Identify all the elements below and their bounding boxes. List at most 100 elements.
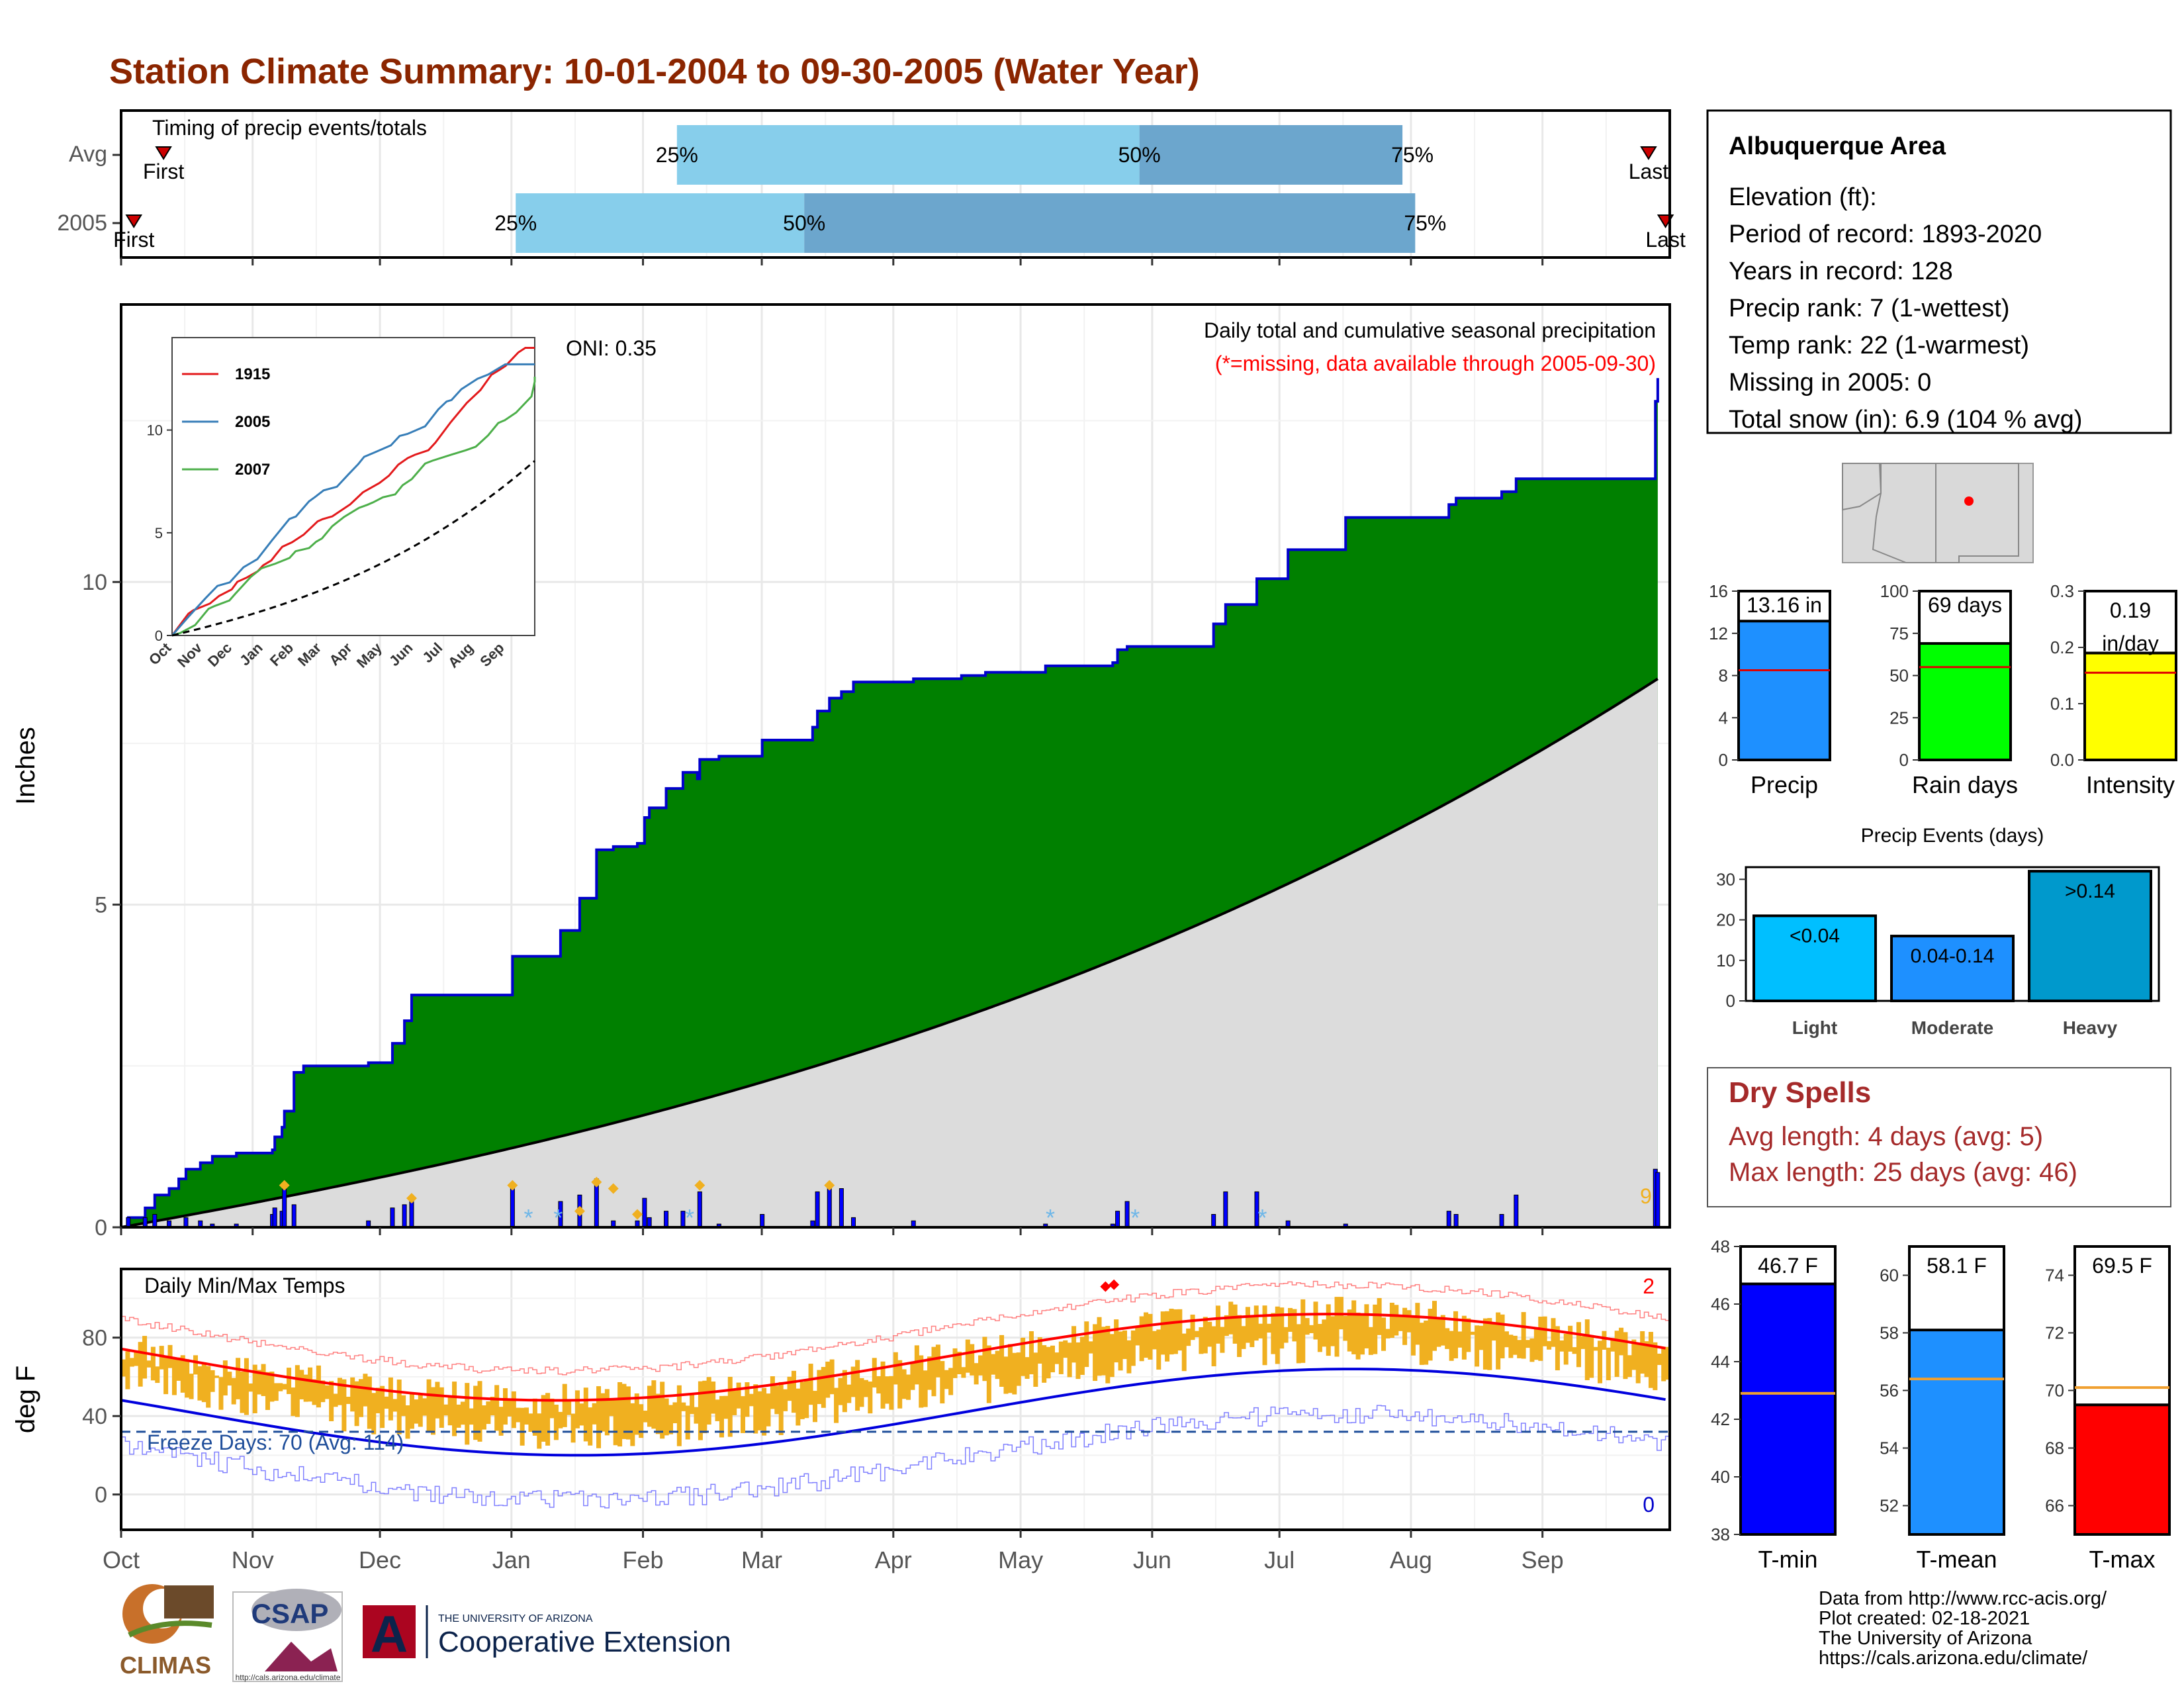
daily-temp-bar-296 <box>1377 1297 1382 1335</box>
month-label-7: May <box>998 1546 1043 1573</box>
info-line-4: Temp rank: 22 (1-warmest) <box>1729 332 2029 359</box>
daily-temp-bar-188 <box>919 1355 924 1408</box>
ua-logo: A THE UNIVERSITY OF ARIZONA Cooperative … <box>363 1605 731 1663</box>
daily-temp-bar-30 <box>248 1383 253 1392</box>
daily-temp-bar-289 <box>1347 1309 1352 1352</box>
daily-precip-bar-23 <box>642 1197 647 1228</box>
temp-panel: 0 40 80 deg F Daily Min/Max Temps Freeze D… <box>11 1268 1671 1573</box>
daily-temp-bar-28 <box>240 1371 245 1413</box>
daily-temp-bar-361 <box>1653 1342 1658 1391</box>
daily-temp-bar-309 <box>1432 1301 1437 1351</box>
daily-temp-bar-170 <box>842 1370 847 1413</box>
daily-precip-bar-48 <box>1514 1194 1519 1228</box>
daily-temp-bar-40 <box>291 1387 296 1417</box>
daily-temp-bar-171 <box>846 1384 852 1403</box>
daily-temp-bar-203 <box>982 1336 987 1382</box>
timing-y2005-q50-label: 50% <box>783 211 825 235</box>
inset-ytick-label-2: 10 <box>147 422 163 439</box>
daily-temp-bar-47 <box>320 1380 326 1403</box>
csap-logo-text: CSAP <box>251 1598 329 1629</box>
daily-temp-bar-63 <box>388 1377 393 1421</box>
timing-frame <box>120 109 1671 259</box>
month-label-4: Feb <box>623 1546 664 1573</box>
daily-temp-bar-197 <box>956 1351 962 1374</box>
daily-temp-bar-84 <box>477 1381 482 1442</box>
precip-event-category-0: Light <box>1792 1017 1837 1038</box>
precip-edge-label: 9 <box>1640 1184 1652 1208</box>
daily-temp-bar-70 <box>418 1394 423 1427</box>
summary-bar-2-ytick-label-1: 0.1 <box>2050 694 2074 714</box>
inset-month-label-1: Nov <box>174 639 206 671</box>
daily-temp-bar-300 <box>1394 1305 1399 1336</box>
daily-temp-bar-315 <box>1457 1331 1463 1348</box>
daily-temp-bar-192 <box>935 1344 940 1378</box>
daily-temp-bar-152 <box>766 1393 771 1427</box>
climas-logo-block <box>164 1585 214 1618</box>
temp-bar-label-2: T-max <box>2089 1546 2155 1573</box>
missing-star-4: * <box>1130 1204 1140 1231</box>
footer-line-2: The University of Arizona <box>1819 1628 2032 1649</box>
daily-temp-bar-351 <box>1610 1338 1615 1352</box>
daily-temp-bar-355 <box>1627 1355 1632 1378</box>
daily-temp-bar-160 <box>799 1382 805 1419</box>
daily-temp-bar-230 <box>1097 1317 1102 1376</box>
snow-marker-8 <box>824 1180 835 1191</box>
daily-temp-bar-67 <box>405 1405 410 1439</box>
precip-ytick-label-1: 5 <box>95 893 107 918</box>
info-line-5: Missing in 2005: 0 <box>1729 369 1931 397</box>
info-frame <box>1706 109 2172 434</box>
snow-marker-5 <box>608 1183 619 1194</box>
daily-temp-bar-356 <box>1631 1339 1637 1370</box>
daily-temp-bar-36 <box>273 1383 279 1401</box>
dry-spells-title: Dry Spells <box>1729 1076 1871 1109</box>
daily-precip-bar-4 <box>183 1217 189 1228</box>
daily-temp-bar-8 <box>155 1366 160 1383</box>
daily-precip-bar-50 <box>1655 1172 1661 1228</box>
daily-temp-bar-23 <box>218 1377 224 1410</box>
daily-temp-bar-175 <box>863 1380 868 1397</box>
daily-temp-bar-90 <box>502 1388 508 1425</box>
temp-ytick-label-1: 40 <box>82 1404 107 1429</box>
daily-temp-bar-228 <box>1088 1341 1093 1354</box>
daily-temp-bar-294 <box>1368 1327 1373 1355</box>
daily-temp-bar-349 <box>1602 1331 1607 1350</box>
climas-logo-swoosh <box>128 1620 212 1638</box>
daily-temp-bar-56 <box>359 1379 364 1417</box>
snow-marker-1 <box>406 1193 417 1204</box>
daily-temp-bar-132 <box>681 1402 686 1411</box>
precip-subtitle: (*=missing, data available through 2005-… <box>1215 352 1656 375</box>
daily-temp-bar-118 <box>621 1383 627 1439</box>
daily-temp-bar-172 <box>850 1366 856 1397</box>
precip-events-ytick-label-0: 0 <box>1726 991 1735 1011</box>
summary-bar-1-ytick-label-0: 0 <box>1899 750 1909 770</box>
daily-temp-bar-124 <box>647 1385 652 1427</box>
daily-temp-bar-271 <box>1271 1313 1276 1354</box>
daily-temp-bar-274 <box>1283 1327 1289 1343</box>
daily-precip-bar-2 <box>152 1214 158 1228</box>
daily-precip-bar-33 <box>839 1188 844 1228</box>
daily-temp-bar-69 <box>414 1399 419 1424</box>
daily-temp-bar-258 <box>1216 1305 1221 1344</box>
daily-temp-bar-156 <box>783 1389 788 1411</box>
timing-avg-last-label: Last <box>1629 160 1669 183</box>
daily-temp-bar-81 <box>465 1383 470 1445</box>
csap-cloud-icon <box>251 1589 341 1631</box>
summary-bar-2-ytick-label-3: 0.3 <box>2050 581 2074 601</box>
temp-bar-0-ytick-label-4: 46 <box>1711 1294 1730 1314</box>
daily-temp-bar-314 <box>1453 1311 1459 1358</box>
daily-temp-bar-169 <box>838 1378 843 1405</box>
station-info-box: Albuquerque Area Elevation (ft): Period o… <box>1706 109 2172 434</box>
daily-temp-bar-298 <box>1385 1329 1390 1338</box>
daily-temp-bar-85 <box>481 1405 486 1430</box>
precip-event-category-1: Moderate <box>1911 1017 1993 1038</box>
inset-line-2005 <box>171 363 535 636</box>
timing-bars: 25% 50% 75% First Last 25% 50% 75% First Last <box>113 125 1686 253</box>
daily-temp-bar-313 <box>1449 1331 1454 1361</box>
daily-temp-bar-58 <box>367 1376 372 1429</box>
inset-ytick-label-0: 0 <box>155 628 163 644</box>
daily-temp-bar-178 <box>876 1376 882 1394</box>
daily-temp-bar-4 <box>138 1342 143 1387</box>
daily-temp-bar-210 <box>1012 1352 1017 1395</box>
missing-star-3: * <box>1046 1204 1055 1231</box>
precip-event-value-2: >0.14 <box>2065 880 2115 902</box>
